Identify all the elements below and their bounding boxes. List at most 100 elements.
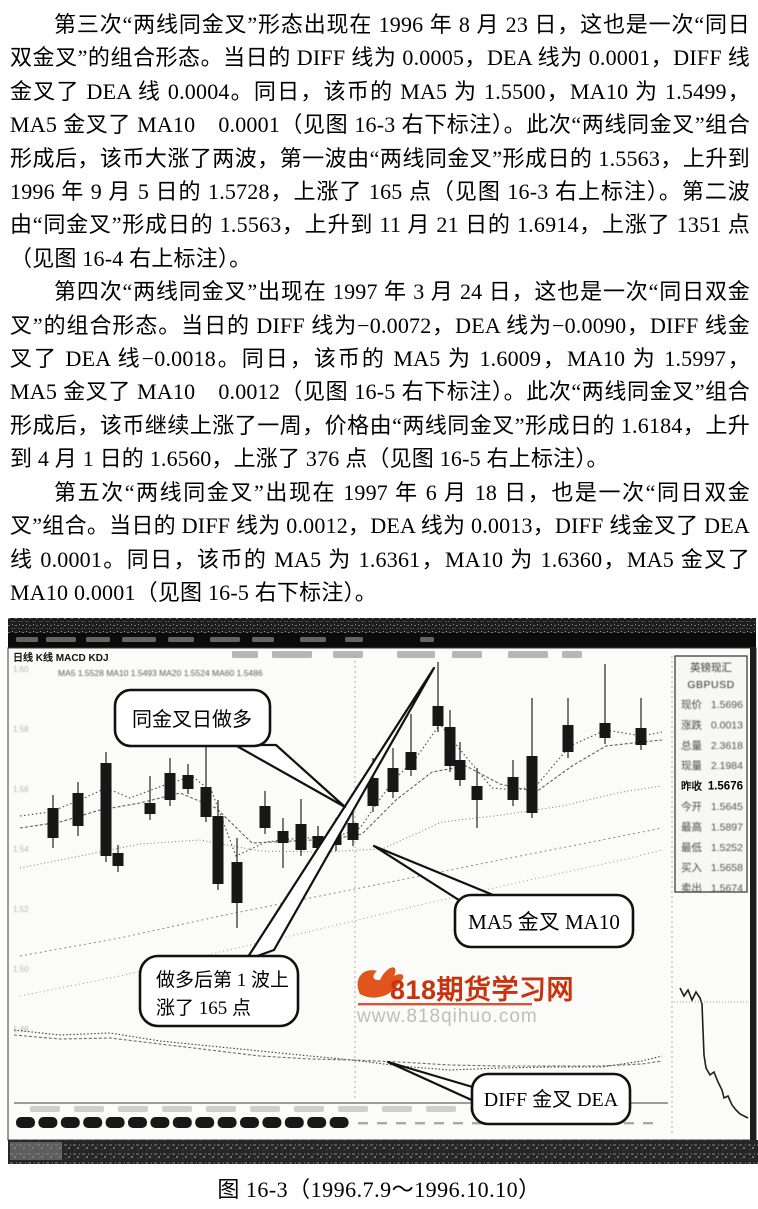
tick-dash (453, 1122, 463, 1125)
body-text: 第三次“两线同金叉”形态出现在 1996 年 8 月 23 日，这也是一次“同日… (10, 8, 750, 609)
text-smudge (562, 651, 582, 658)
text-smudge (210, 637, 240, 642)
callout-golden-cross-day-label: 同金叉日做多 (132, 708, 252, 731)
paragraph-third-cross: 第三次“两线同金叉”形态出现在 1996 年 8 月 23 日，这也是一次“同日… (10, 12, 750, 271)
quote-label: 卖出 (681, 882, 702, 895)
text-smudge (252, 637, 274, 642)
menu-bar (8, 633, 756, 648)
quote-label: 现价 (681, 699, 702, 711)
callout-diff-cross-label: DIFF 金叉 DEA (484, 1088, 619, 1111)
ma20-line (19, 785, 663, 869)
price-axis-labels: 1.60 1.58 1.56 1.54 1.52 1.50 1.48 (13, 665, 29, 1034)
quote-value: 0.0013 (711, 719, 743, 731)
date-smudge (338, 1106, 368, 1112)
callout-ma-cross-label: MA5 金叉 MA10 (468, 910, 620, 934)
status-bar (8, 1140, 758, 1164)
date-cell (262, 1117, 282, 1128)
quote-value: 1.5696 (711, 699, 743, 711)
quote-panel-title: 英镑现汇 (690, 661, 732, 674)
candle-body (347, 823, 359, 840)
candle-body (635, 728, 647, 745)
quote-label: 总量 (681, 739, 702, 752)
date-cell (128, 1117, 147, 1128)
date-cell (172, 1117, 192, 1128)
date-smudge (206, 1106, 236, 1112)
date-smudge (250, 1106, 280, 1112)
indicator-tabs-label: 日线 K线 MACD KDJ (13, 651, 109, 664)
text-smudge (452, 651, 482, 658)
quote-panel (674, 655, 748, 893)
quote-value: 1.5676 (708, 781, 743, 793)
date-cell (38, 1117, 58, 1128)
candle-body (200, 787, 212, 817)
date-cell (240, 1117, 259, 1128)
text-smudge (333, 651, 363, 658)
menu-bar-text-smudges (16, 637, 434, 642)
toolbar-menu-smudges (232, 651, 582, 658)
quote-value: 1.5252 (711, 842, 743, 854)
watermark-underline (358, 1003, 532, 1006)
date-smudge (426, 1106, 456, 1112)
axis-label: 1.56 (13, 785, 29, 794)
text-smudge (508, 651, 548, 658)
tick-dash (377, 1122, 387, 1125)
candle-body (454, 760, 466, 780)
axis-label: 1.58 (13, 725, 29, 734)
date-cell (284, 1117, 304, 1128)
candle-body (100, 763, 112, 856)
tick-dash (643, 1122, 653, 1125)
candle-body (277, 831, 289, 843)
date-smudge (162, 1106, 192, 1112)
tick-dash (415, 1122, 425, 1125)
candle-body (444, 727, 456, 766)
axis-label: 1.48 (13, 1025, 29, 1034)
candle-body (599, 723, 611, 738)
callout-golden-cross-day (113, 688, 272, 748)
ma60-line (19, 827, 663, 957)
tick-dash (434, 1122, 444, 1125)
date-cell (105, 1117, 125, 1128)
candle-body (259, 806, 271, 828)
candle-body (212, 816, 224, 884)
axis-label: 1.52 (13, 905, 29, 914)
watermark-brand: 818期货学习网 (390, 974, 574, 1005)
text-smudge (420, 637, 434, 642)
tick-dash (358, 1122, 368, 1125)
date-cell (307, 1117, 327, 1128)
quote-label: 最低 (681, 841, 702, 854)
candle-body (47, 808, 59, 838)
callout-diff-cross (470, 1072, 632, 1126)
date-smudge (74, 1106, 104, 1112)
mini-decline-line (679, 987, 749, 1119)
text-smudge (46, 637, 76, 642)
candle-body (562, 725, 574, 752)
candle-body (432, 706, 444, 726)
paragraph-fifth-cross: 第五次“两线同金叉”出现在 1997 年 6 月 18 日，也是一次“同日双金叉… (10, 479, 750, 605)
date-smudge (118, 1106, 148, 1112)
date-cell (217, 1117, 237, 1128)
quote-value: 1.5674 (711, 883, 743, 895)
date-smudge (294, 1106, 324, 1112)
candle-body (405, 752, 417, 770)
quote-panel-symbol: GBPUSD (687, 679, 734, 691)
candle-body (164, 773, 176, 800)
diff-line (13, 1029, 663, 1071)
quote-value: 1.5897 (711, 821, 743, 833)
tick-dash (472, 1122, 482, 1125)
paragraph-fourth-cross: 第四次“两线同金叉”出现在 1997 年 3 月 24 日，这也是一次“同日双金… (10, 279, 750, 472)
quote-label: 今开 (681, 800, 702, 813)
candle-body (387, 768, 399, 792)
text-smudge (122, 637, 156, 642)
window-right-border (750, 648, 756, 1140)
tick-dash (624, 1122, 634, 1125)
callout-wave1 (138, 954, 300, 1028)
callout-wave1-line1: 做多后第 1 波上 (156, 969, 289, 991)
candle-body (112, 853, 124, 866)
candle-body (295, 824, 307, 850)
candle-body (72, 793, 84, 826)
mini-trend-panel (674, 987, 749, 1119)
callout-ma-cross (453, 893, 635, 949)
text-smudge (168, 637, 194, 642)
axis-label: 1.60 (13, 665, 29, 674)
